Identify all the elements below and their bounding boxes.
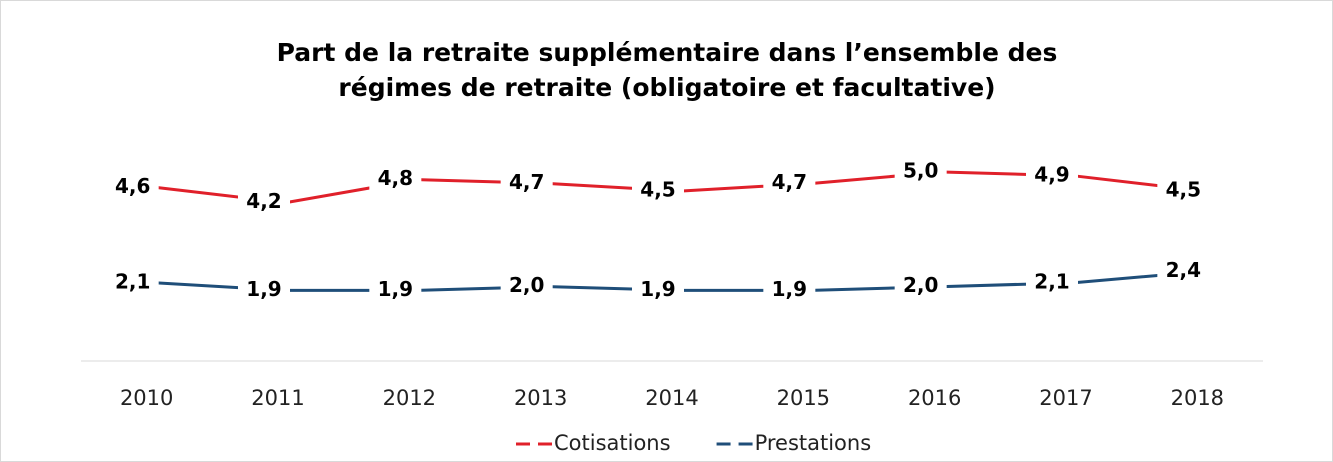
data-label: 4,9 [1034,162,1069,186]
label-bg [894,158,947,186]
label-bg [894,272,947,301]
data-label: 1,9 [772,277,807,301]
label-bg [238,276,290,305]
x-tick-label: 2016 [908,386,961,410]
label-bg [1026,268,1078,297]
legend-label: Cotisations [554,431,671,455]
x-tick-label: 2017 [1039,386,1092,410]
data-label: 2,0 [509,273,544,297]
label-bg [106,268,159,297]
data-label: 2,4 [1166,258,1201,282]
data-label: 1,9 [640,277,675,301]
data-label: 2,1 [1034,269,1069,293]
data-label: 4,2 [246,189,281,213]
x-tick-label: 2012 [383,386,436,410]
label-bg [500,169,553,198]
label-bg [632,177,684,206]
data-label: 4,7 [772,170,807,194]
data-label: 4,7 [509,170,544,194]
label-bg [500,272,553,301]
x-tick-label: 2014 [645,386,698,410]
label-bg [1157,257,1210,286]
label-bg [369,276,422,305]
label-bg [238,188,290,217]
x-tick-label: 2015 [777,386,830,410]
data-label: 4,5 [1166,178,1201,202]
label-bg [106,173,159,202]
legend-label: Prestations [755,431,872,455]
label-bg [763,169,816,198]
data-label: 2,1 [115,269,150,293]
data-label: 1,9 [246,277,281,301]
chart-title: Part de la retraite supplémentaire dans … [276,38,1058,102]
x-tick-label: 2011 [251,386,304,410]
data-label: 2,0 [903,273,938,297]
x-tick-label: 2018 [1171,386,1224,410]
data-label: 5,0 [903,159,938,183]
x-tick-label: 2010 [120,386,173,410]
label-bg [632,276,684,305]
data-label: 4,5 [640,178,675,202]
label-bg [369,165,422,194]
label-bg [1157,177,1210,206]
data-label: 1,9 [378,277,413,301]
label-bg [763,276,816,305]
x-tick-label: 2013 [514,386,567,410]
label-bg [1026,161,1078,190]
legend: Cotisations Prestations [516,431,871,455]
data-label: 4,6 [115,174,150,198]
data-label: 4,8 [378,166,413,190]
